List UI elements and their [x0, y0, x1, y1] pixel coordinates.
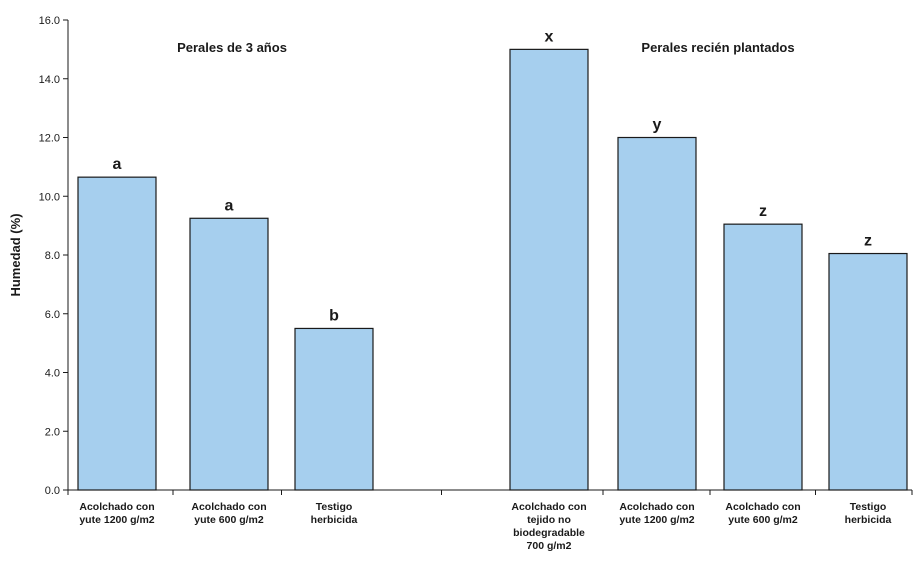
bar	[294, 327, 374, 491]
y-axis-title: Humedad (%)	[8, 213, 23, 296]
category-label: Acolchado con yute 600 g/m2	[725, 501, 800, 526]
significance-letter: a	[225, 197, 234, 214]
bar	[828, 252, 908, 491]
category-label: Testigo herbicida	[845, 501, 892, 526]
group-titles: Perales de 3 años Perales recién plantado…	[177, 40, 795, 55]
category-label-line: tejido no	[527, 514, 571, 526]
category-label-line: yute 1200 g/m2	[619, 514, 694, 526]
y-ticks: 0.0 2.0 4.0 6.0 8.0 10.0 12.0 14.0 16.0	[39, 15, 68, 497]
significance-letter: y	[653, 117, 662, 134]
category-label-line: biodegradable	[513, 527, 585, 539]
bar	[509, 48, 589, 491]
category-label: Acolchado con yute 1200 g/m2	[619, 501, 694, 526]
category-label-line: Testigo	[316, 501, 353, 513]
significance-letter: b	[329, 307, 339, 324]
y-tick-label: 14.0	[39, 74, 60, 86]
y-tick-label: 4.0	[45, 368, 60, 380]
bar	[723, 223, 803, 491]
y-tick-label: 12.0	[39, 133, 60, 145]
category-label-line: yute 600 g/m2	[194, 514, 264, 526]
category-label-line: Acolchado con	[725, 501, 800, 513]
significance-letter: z	[864, 233, 872, 250]
category-label: Testigo herbicida	[311, 501, 358, 526]
category-label-line: herbicida	[845, 514, 892, 526]
y-tick-label: 6.0	[45, 309, 60, 321]
bar	[77, 176, 157, 491]
category-label-line: Acolchado con	[79, 501, 154, 513]
category-label-line: 700 g/m2	[527, 540, 572, 552]
y-tick-label: 10.0	[39, 191, 60, 203]
category-label-line: Acolchado con	[619, 501, 694, 513]
significance-letter: x	[545, 28, 554, 45]
y-tick-label: 16.0	[39, 15, 60, 27]
bars	[77, 48, 908, 491]
category-label-line: Acolchado con	[511, 501, 586, 513]
y-tick-label: 8.0	[45, 250, 60, 262]
y-tick-label: 2.0	[45, 426, 60, 438]
bar	[189, 217, 269, 491]
category-label-line: herbicida	[311, 514, 358, 526]
category-label: Acolchado con tejido no biodegradable 700 g…	[511, 501, 586, 552]
category-label-line: yute 600 g/m2	[728, 514, 798, 526]
category-label-line: Acolchado con	[191, 501, 266, 513]
y-tick-label: 0.0	[45, 485, 60, 497]
category-label: Acolchado con yute 600 g/m2	[191, 501, 266, 526]
group-title: Perales de 3 años	[177, 40, 287, 55]
bar	[617, 136, 697, 491]
category-label-line: yute 1200 g/m2	[79, 514, 154, 526]
significance-letter: z	[759, 203, 767, 220]
category-label-line: Testigo	[850, 501, 887, 513]
significance-letter: a	[113, 156, 122, 173]
significance-letters: a a b x y z z	[113, 28, 872, 324]
group-title: Perales recién plantados	[641, 40, 794, 55]
category-label: Acolchado con yute 1200 g/m2	[79, 501, 154, 526]
